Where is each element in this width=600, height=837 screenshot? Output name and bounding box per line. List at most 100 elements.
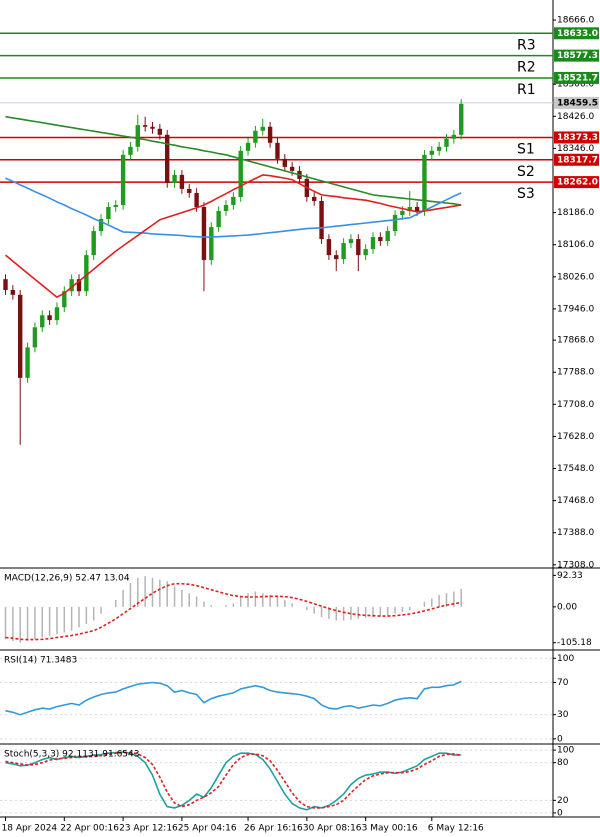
x-tick-label: 18 Apr 2024 — [2, 824, 58, 834]
y-tick-label: 18666.0 — [557, 16, 594, 26]
y-tick-label: 17548.0 — [557, 464, 594, 474]
candle-body — [385, 231, 390, 242]
candle-body — [414, 206, 420, 211]
x-tick-label: 30 Apr 08:16 — [303, 824, 362, 834]
candle-body — [3, 279, 8, 291]
candle-body — [444, 138, 449, 147]
candle-body — [253, 130, 258, 143]
candle-body — [216, 210, 221, 228]
candle-body — [172, 174, 177, 183]
candle-body — [128, 146, 133, 155]
level-label: 18317.7 — [557, 155, 598, 165]
candle-body — [179, 174, 185, 189]
level-name: S2 — [517, 164, 535, 180]
y-tick-label: 18506.0 — [557, 80, 594, 90]
y-tick-label: 0.00 — [557, 602, 577, 612]
candle-body — [267, 126, 273, 143]
y-tick-label: 18186.0 — [557, 208, 594, 218]
level-label-box — [554, 27, 599, 40]
moving-average — [4, 174, 462, 299]
candle-body — [348, 239, 354, 244]
candle-body — [370, 237, 376, 250]
y-tick-label: 80 — [557, 758, 569, 768]
x-tick-label: 22 Apr 00:16 — [60, 824, 119, 834]
candle-body — [150, 126, 155, 129]
indicator-title: Stoch(5,3,3) 92.1131 91.6543 — [4, 750, 139, 760]
candle-body — [40, 315, 45, 328]
candle-body — [326, 239, 332, 256]
candle-body — [407, 206, 412, 211]
y-tick-label: 20 — [557, 796, 569, 806]
candle-body — [289, 166, 295, 171]
candle-body — [54, 307, 60, 321]
candle-body — [62, 291, 67, 308]
level-label: 18633.0 — [557, 29, 598, 39]
x-tick-label: 3 May 00:16 — [362, 824, 418, 834]
y-tick-label: 92.33 — [557, 571, 583, 581]
candle-body — [459, 103, 464, 135]
candle-body — [187, 188, 192, 193]
candle-body — [157, 128, 163, 135]
candle-body — [76, 279, 82, 292]
candle-body — [429, 150, 434, 155]
candle-body — [194, 192, 199, 207]
level-label: 18577.3 — [557, 51, 598, 61]
y-tick-label: 0 — [557, 808, 563, 818]
candle-body — [201, 206, 207, 260]
level-label-box — [554, 176, 599, 189]
y-tick-label: 30 — [557, 710, 569, 720]
y-tick-label: 0 — [557, 734, 563, 744]
moving-average — [5, 177, 462, 238]
candle-body — [341, 243, 346, 260]
level-name: R2 — [517, 60, 536, 76]
level-label: 18262.0 — [557, 178, 598, 188]
y-tick-label: 17628.0 — [557, 432, 594, 442]
moving-average — [5, 115, 462, 206]
candle-body — [231, 196, 236, 205]
rsi-line — [5, 680, 462, 716]
candle-body — [84, 255, 89, 292]
candle-body — [356, 239, 361, 256]
candle-body — [312, 196, 317, 201]
candle-body — [436, 146, 442, 151]
candle-body — [142, 125, 148, 127]
level-label: 18521.7 — [557, 73, 598, 83]
level-label-box — [554, 71, 599, 84]
y-tick-label: 17388.0 — [557, 528, 594, 538]
candle-body — [223, 204, 229, 211]
candle-body — [47, 315, 52, 321]
candle-body — [98, 219, 104, 232]
candle-body — [451, 134, 457, 139]
candle-body — [32, 327, 38, 348]
x-tick-label: 25 Apr 04:16 — [178, 824, 237, 834]
candle-body — [120, 154, 126, 205]
level-name: R1 — [517, 82, 536, 98]
candle-body — [135, 125, 140, 147]
y-tick-label: 100 — [557, 654, 574, 664]
price-label-box — [554, 96, 599, 109]
candle-body — [392, 215, 398, 232]
candle-body — [400, 210, 405, 216]
y-tick-label: 18106.0 — [557, 240, 594, 250]
level-label-box — [554, 153, 599, 166]
y-tick-label: 70 — [557, 678, 569, 688]
y-tick-label: 17708.0 — [557, 400, 594, 410]
x-tick-label: 26 Apr 16:16 — [244, 824, 303, 834]
level-label-box — [554, 49, 599, 62]
signal-line — [5, 582, 462, 641]
candle-body — [10, 290, 16, 295]
candle-body — [363, 249, 368, 256]
candle-body — [422, 154, 427, 211]
candle-body — [209, 227, 214, 260]
candle-body — [238, 150, 243, 197]
indicator-title: MACD(12,26,9) 52.47 13.04 — [4, 574, 130, 584]
candle-body — [91, 231, 96, 256]
candle-body — [106, 206, 111, 220]
y-tick-label: 18346.0 — [557, 144, 594, 154]
candle-body — [319, 200, 324, 240]
candle-body — [260, 126, 265, 131]
y-tick-label: 17868.0 — [557, 336, 594, 346]
